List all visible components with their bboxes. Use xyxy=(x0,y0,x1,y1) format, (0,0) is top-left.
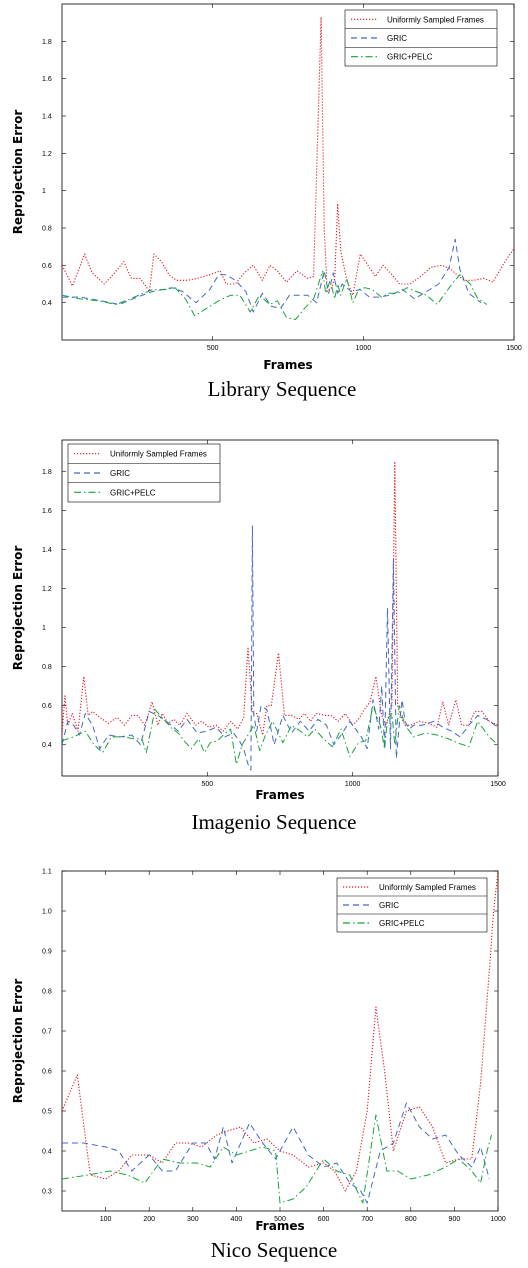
imagenio-ytick-label: 0.6 xyxy=(42,703,52,710)
library-series-gric xyxy=(62,238,482,313)
imagenio-ytick-label: 0.4 xyxy=(42,742,52,749)
library-plot-frame xyxy=(61,3,515,341)
library-ytick-label: 0.6 xyxy=(42,263,52,270)
imagenio-ytick-label: 1.8 xyxy=(42,469,52,476)
nico-ytick-label: 0.5 xyxy=(42,1109,52,1116)
imagenio-legend-label: GRIC+PELC xyxy=(110,488,156,497)
nico-xtick-label: 500 xyxy=(274,1216,286,1223)
imagenio-ytick-label: 1.4 xyxy=(42,547,52,554)
nico-series-gric xyxy=(62,1102,490,1204)
library-y-axis-label: Reprojection Error xyxy=(11,110,25,235)
imagenio-y-axis-label: Reprojection Error xyxy=(11,546,25,671)
library-legend-label: Uniformly Sampled Frames xyxy=(387,15,484,24)
nico-y-axis-label: Reprojection Error xyxy=(11,979,25,1104)
nico-ytick-label: 0.9 xyxy=(42,949,52,956)
nico-ytick-label: 0.7 xyxy=(42,1029,52,1036)
nico-x-axis-label: Frames xyxy=(255,1219,304,1233)
library-legend-label: GRIC xyxy=(387,34,407,43)
library-xtick-label: 500 xyxy=(207,345,219,352)
nico-xtick-label: 700 xyxy=(361,1216,373,1223)
nico-ytick-label: 0.8 xyxy=(42,989,52,996)
nico-xtick-label: 400 xyxy=(231,1216,243,1223)
library-ytick-label: 1.2 xyxy=(42,151,52,158)
imagenio-legend-label: Uniformly Sampled Frames xyxy=(110,450,207,459)
library-series-gric-pelc xyxy=(62,270,488,320)
imagenio-chart: 500 1000 1500 0.4 0.6 0.8 1 1.2 1.4 1.6 1.8 Uniform… xyxy=(11,439,506,834)
library-x-axis-label: Frames xyxy=(263,358,312,372)
library-ytick-label: 0.8 xyxy=(42,226,52,233)
library-series-uniformly-sampled-frames xyxy=(62,16,514,296)
library-ytick-label: 1.6 xyxy=(42,76,52,83)
library-chart: 500 1000 1500 0.4 0.6 0.8 1 1.2 1.4 1.6 1.8 Uniform… xyxy=(11,3,522,401)
nico-legend-label: GRIC xyxy=(379,901,399,910)
nico-series-group xyxy=(62,871,498,1204)
imagenio-series-gric xyxy=(62,525,498,771)
library-legend-label: GRIC+PELC xyxy=(387,53,433,62)
imagenio-chart-panel: 500 1000 1500 0.4 0.6 0.8 1 1.2 1.4 1.6 1.8 Uniform… xyxy=(0,430,528,845)
nico-caption: Nico Sequence xyxy=(211,1238,338,1262)
nico-series-uniformly-sampled-frames xyxy=(62,871,498,1192)
nico-ytick-label: 0.3 xyxy=(42,1189,52,1196)
imagenio-x-axis-label: Frames xyxy=(255,788,304,802)
imagenio-ytick-label: 1 xyxy=(42,625,46,632)
nico-chart-panel: 100 200 300 400 500 600 700 800 900 1000 0.3 0.4 0.5… xyxy=(0,855,528,1268)
nico-xtick-label: 800 xyxy=(405,1216,417,1223)
imagenio-series-gric-pelc xyxy=(62,705,498,765)
nico-ytick-label: 0.6 xyxy=(42,1069,52,1076)
imagenio-ytick-label: 1.6 xyxy=(42,508,52,515)
nico-ytick-label: 0.4 xyxy=(42,1149,52,1156)
library-xtick-label: 1500 xyxy=(506,345,522,352)
imagenio-xtick-label: 500 xyxy=(201,781,213,788)
library-series-group xyxy=(62,16,514,320)
nico-legend-label: GRIC+PELC xyxy=(379,919,425,928)
imagenio-caption: Imagenio Sequence xyxy=(191,810,356,834)
nico-xtick-label: 600 xyxy=(318,1216,330,1223)
imagenio-legend: Uniformly Sampled Frames GRIC GRIC+PELC xyxy=(67,443,221,503)
library-legend: Uniformly Sampled Frames GRIC GRIC+PELC xyxy=(344,9,498,67)
nico-xtick-label: 900 xyxy=(449,1216,461,1223)
nico-xtick-label: 300 xyxy=(187,1216,199,1223)
library-ytick-label: 0.4 xyxy=(42,300,52,307)
nico-xtick-label: 100 xyxy=(100,1216,112,1223)
library-xtick-label: 1000 xyxy=(356,345,372,352)
imagenio-xtick-label: 1500 xyxy=(490,781,506,788)
imagenio-plot-frame xyxy=(61,439,499,777)
library-ytick-label: 1 xyxy=(42,188,46,195)
nico-ytick-label: 1.1 xyxy=(42,869,52,876)
imagenio-series-uniformly-sampled-frames xyxy=(62,460,498,736)
nico-legend: Uniformly Sampled Frames GRIC GRIC+PELC xyxy=(336,877,488,933)
nico-chart: 100 200 300 400 500 600 700 800 900 1000 0.3 0.4 0.5… xyxy=(11,869,506,1263)
nico-xtick-label: 1000 xyxy=(490,1216,506,1223)
library-ytick-label: 1.4 xyxy=(42,114,52,121)
nico-series-gric-pelc xyxy=(62,1114,492,1204)
nico-xtick-label: 200 xyxy=(143,1216,155,1223)
imagenio-ytick-label: 0.8 xyxy=(42,664,52,671)
library-ytick-label: 1.8 xyxy=(42,39,52,46)
library-chart-panel: 500 1000 1500 0.4 0.6 0.8 1 1.2 1.4 1.6 1.8 Uniform… xyxy=(0,0,528,415)
nico-legend-label: Uniformly Sampled Frames xyxy=(379,883,476,892)
imagenio-ytick-label: 1.2 xyxy=(42,586,52,593)
nico-ytick-label: 1.0 xyxy=(42,909,52,916)
imagenio-legend-label: GRIC xyxy=(110,469,130,478)
library-caption: Library Sequence xyxy=(208,377,357,401)
imagenio-series-group xyxy=(62,460,498,771)
imagenio-xtick-label: 1000 xyxy=(345,781,361,788)
